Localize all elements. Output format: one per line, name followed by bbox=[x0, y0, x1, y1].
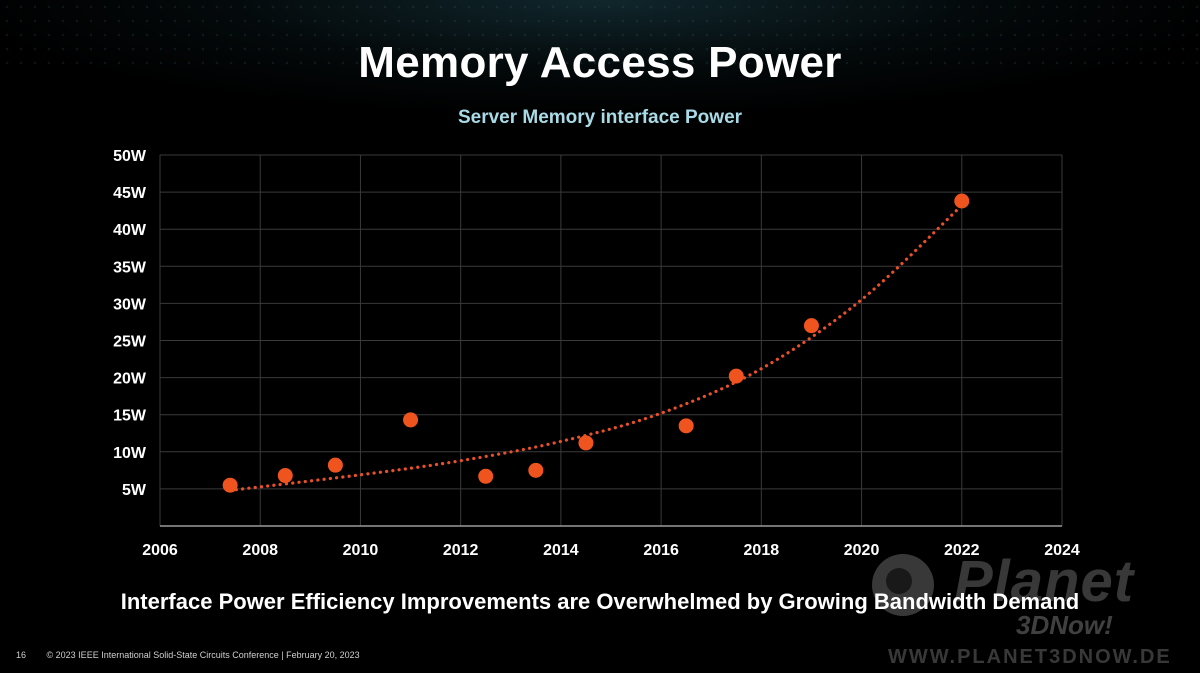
x-tick-labels: 2006 2008 2010 2012 2014 2016 2018 2020 2022 2024 bbox=[142, 542, 1080, 559]
data-point bbox=[222, 477, 238, 493]
watermark-sub: 3DNow! bbox=[1016, 610, 1113, 640]
y-tick-label: 35W bbox=[113, 259, 147, 276]
data-point bbox=[578, 435, 594, 451]
y-tick-label: 50W bbox=[113, 148, 147, 165]
y-tick-label: 30W bbox=[113, 296, 147, 313]
chart-grid bbox=[159, 154, 1063, 526]
x-tick-label: 2006 bbox=[142, 542, 178, 559]
x-tick-label: 2024 bbox=[1044, 542, 1080, 559]
data-point bbox=[528, 462, 544, 478]
header-glow bbox=[0, 0, 1200, 110]
x-tick-label: 2012 bbox=[443, 542, 479, 559]
watermark: Planet 3DNow! WWW.PLANET3DNOW.DE bbox=[866, 548, 1196, 668]
slide-title: Memory Access Power bbox=[358, 38, 842, 87]
header-dot-pattern bbox=[0, 0, 1200, 70]
slide-footer: 16 © 2023 IEEE International Solid-State… bbox=[16, 650, 360, 660]
trendline bbox=[228, 203, 964, 492]
data-point bbox=[803, 318, 819, 334]
slide-caption: Interface Power Efficiency Improvements … bbox=[120, 589, 1080, 614]
y-tick-labels: 5W 10W 15W 20W 25W 30W 35W 40W 45W 50W bbox=[113, 148, 147, 499]
data-point bbox=[678, 418, 694, 434]
x-tick-label: 2014 bbox=[543, 542, 579, 559]
y-tick-label: 5W bbox=[122, 482, 147, 499]
data-point bbox=[403, 412, 419, 428]
x-tick-label: 2020 bbox=[844, 542, 880, 559]
data-point bbox=[728, 368, 744, 384]
watermark-url: WWW.PLANET3DNOW.DE bbox=[888, 646, 1172, 668]
y-tick-label: 25W bbox=[113, 334, 147, 351]
watermark-logo-icon bbox=[872, 554, 934, 616]
trendline-layer bbox=[228, 203, 964, 492]
y-tick-label: 40W bbox=[113, 222, 147, 239]
y-tick-label: 15W bbox=[113, 408, 147, 425]
x-tick-label: 2010 bbox=[343, 542, 379, 559]
watermark-name: Planet bbox=[954, 549, 1135, 614]
y-tick-label: 20W bbox=[113, 371, 147, 388]
x-tick-label: 2022 bbox=[944, 542, 980, 559]
data-point bbox=[327, 457, 343, 473]
data-points-layer bbox=[222, 193, 970, 493]
x-tick-label: 2008 bbox=[242, 542, 278, 559]
y-tick-label: 45W bbox=[113, 185, 147, 202]
chart-title: Server Memory interface Power bbox=[457, 107, 743, 128]
data-point bbox=[954, 193, 970, 209]
data-point bbox=[277, 468, 293, 484]
data-point bbox=[478, 468, 494, 484]
footer-text: © 2023 IEEE International Solid-State Ci… bbox=[46, 650, 360, 660]
page-number: 16 bbox=[16, 650, 27, 660]
x-tick-label: 2018 bbox=[744, 542, 780, 559]
x-tick-label: 2016 bbox=[643, 542, 679, 559]
y-tick-label: 10W bbox=[113, 445, 147, 462]
